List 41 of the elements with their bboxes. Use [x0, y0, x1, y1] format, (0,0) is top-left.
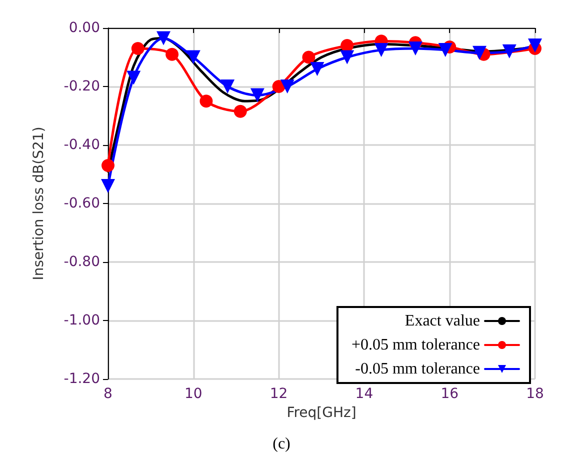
y-tick-label: -0.80 [64, 254, 100, 270]
legend-label: +0.05 mm tolerance [351, 336, 480, 354]
point [340, 50, 354, 64]
point [166, 48, 179, 61]
point [528, 38, 542, 53]
point [234, 104, 247, 118]
point [472, 46, 486, 60]
point [502, 44, 516, 58]
point [102, 158, 114, 172]
point [340, 39, 354, 52]
point [438, 42, 452, 57]
point [126, 70, 141, 85]
point [310, 62, 324, 76]
point [280, 80, 294, 94]
x-tick-label: 14 [355, 386, 374, 402]
point [186, 50, 200, 64]
point [131, 42, 144, 55]
x-tick-label: 12 [270, 386, 288, 402]
x-tick-label: 16 [440, 386, 459, 402]
point [302, 50, 316, 64]
point [220, 80, 235, 94]
y-tick-label: -1.20 [64, 371, 100, 387]
point [408, 41, 422, 56]
point [374, 42, 388, 57]
y-axis-title: Insertion loss dB(S21) [31, 126, 47, 280]
point [156, 31, 171, 46]
point [101, 178, 115, 193]
x-axis-title: Freq[GHz] [286, 404, 356, 421]
x-tick-label: 10 [184, 386, 202, 402]
y-tick-label: -0.40 [64, 137, 100, 153]
point [250, 88, 264, 102]
text: (c) [272, 436, 290, 452]
legend-label: -0.05 mm tolerance [355, 360, 480, 378]
x-tick-label: 8 [104, 386, 112, 402]
point [200, 94, 213, 108]
x-tick-label: 18 [526, 386, 544, 402]
y-tick-label: -0.60 [64, 196, 100, 212]
y-tick-label: -1.00 [64, 312, 100, 328]
legend-label: Exact value [404, 312, 480, 330]
y-tick-label: -0.20 [64, 78, 100, 94]
y-tick-label: 0.00 [68, 20, 100, 36]
